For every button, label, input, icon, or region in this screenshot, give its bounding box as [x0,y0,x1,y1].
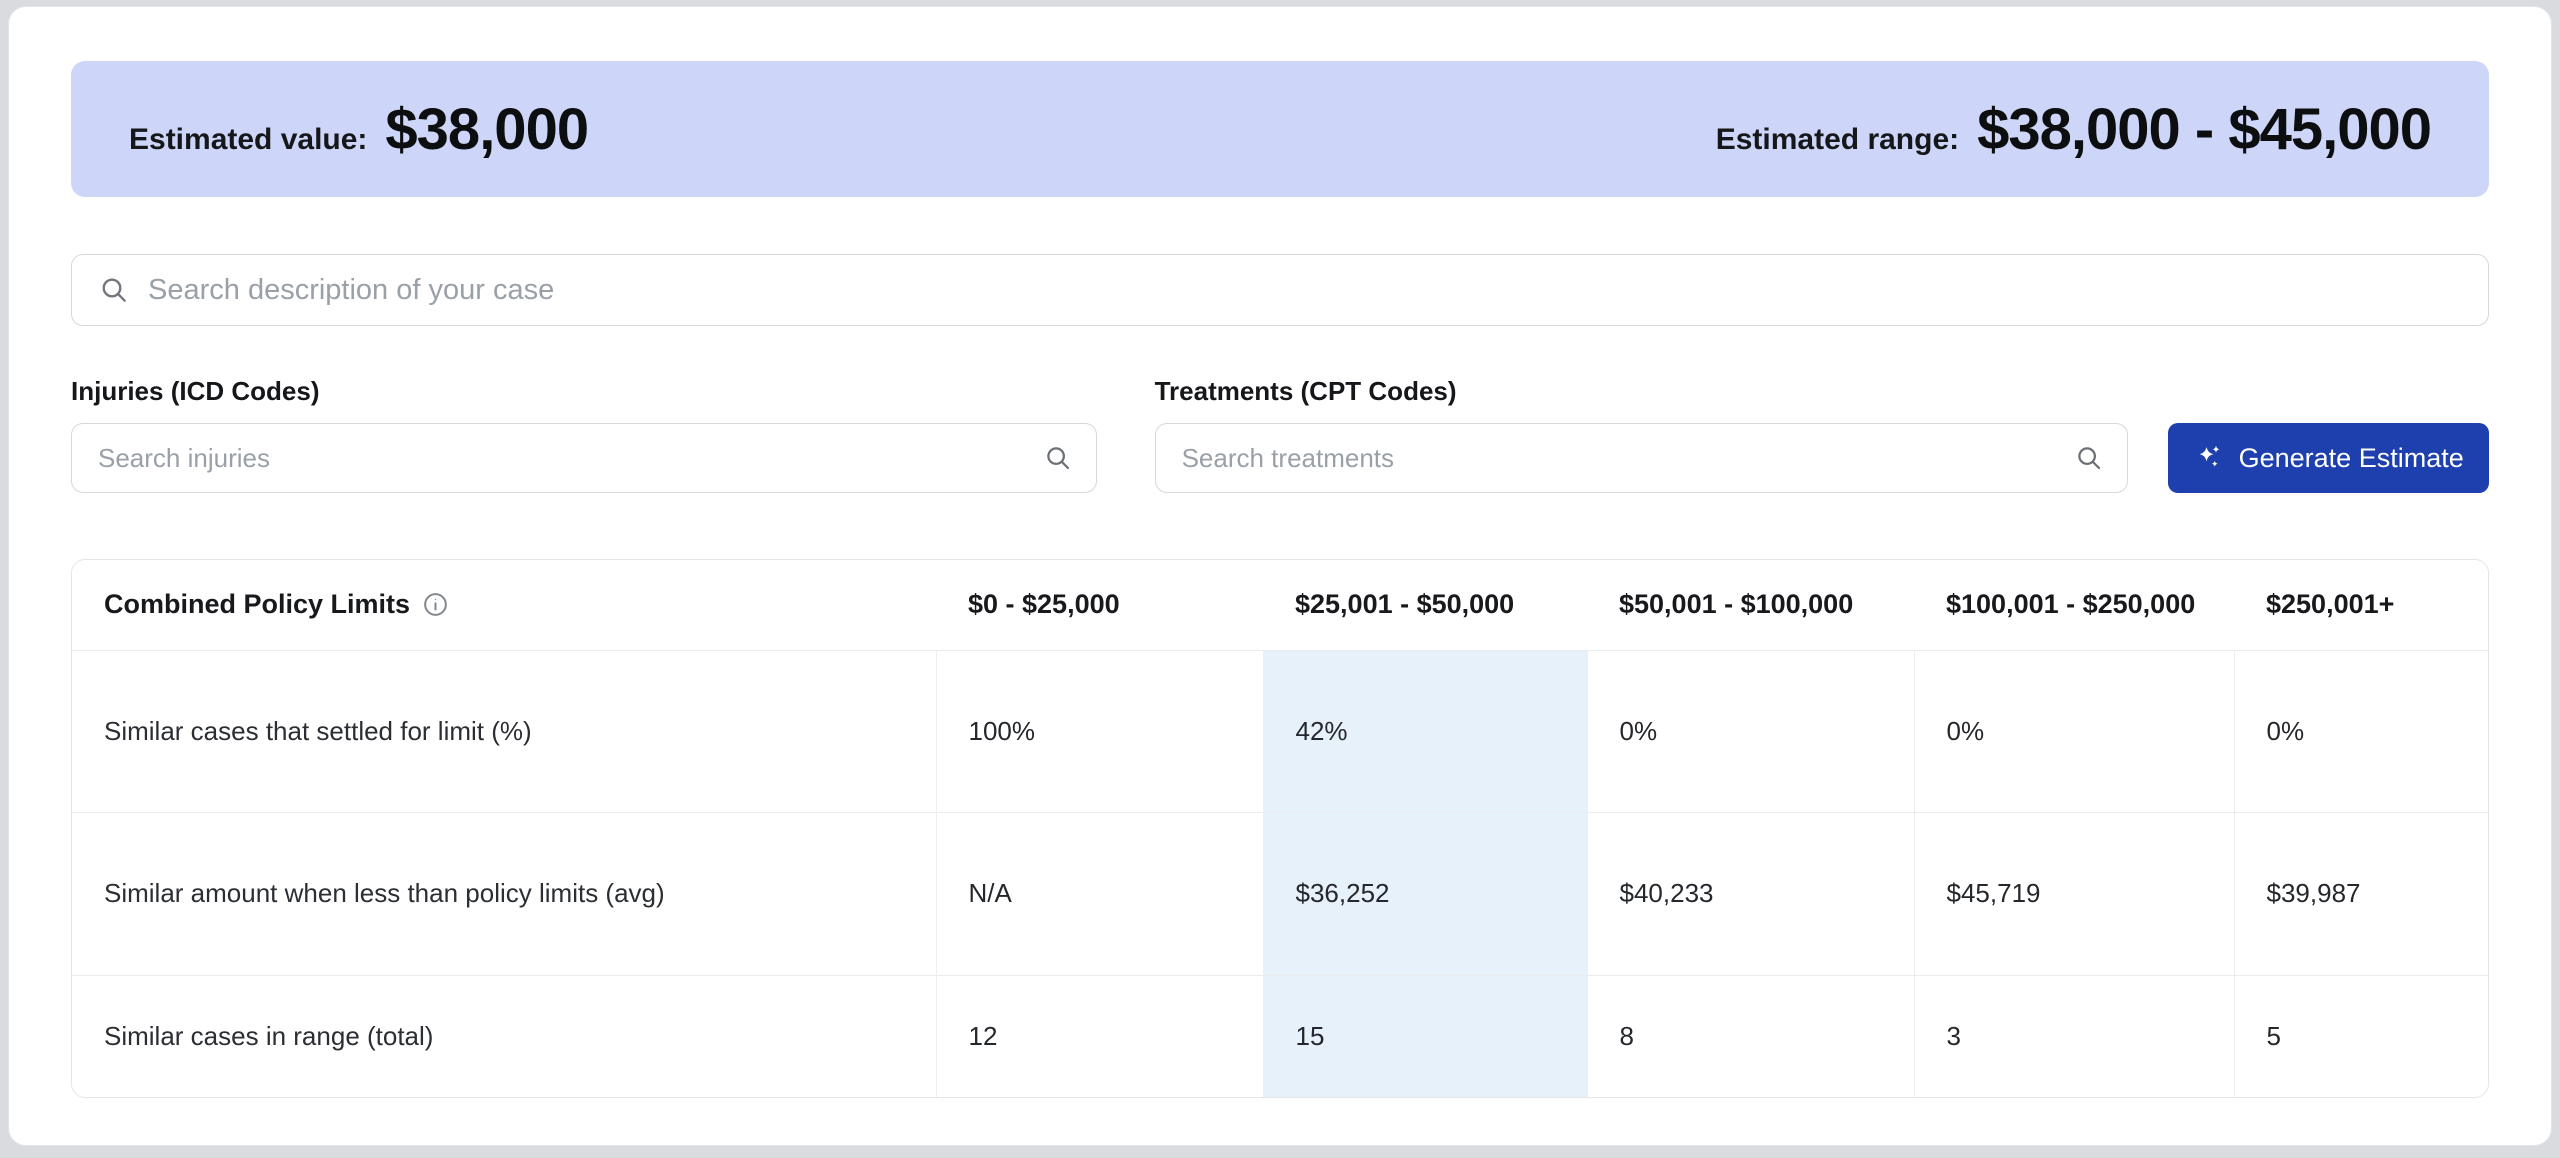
generate-estimate-label: Generate Estimate [2238,442,2464,473]
table-title: Combined Policy Limits [104,589,411,620]
estimate-banner: Estimated value: $38,000 Estimated range… [71,61,2489,197]
search-icon [102,278,126,302]
column-header: $50,001 - $100,000 [1619,589,1854,620]
policy-limits-table: Combined Policy Limits $0 - $25,000 $25,… [71,559,2489,1098]
row-label-cell: Similar cases in range (total) [72,974,936,1097]
filters-row: Injuries (ICD Codes) Treatments (CPT Cod… [71,376,2489,493]
column-header: $25,001 - $50,000 [1295,589,1515,620]
treatments-input-wrap [1154,423,2129,493]
injuries-label: Injuries (ICD Codes) [71,376,320,406]
case-search-input[interactable] [148,273,2462,307]
column-header: $250,001+ [2266,589,2395,620]
data-cell: $40,233 [1586,811,1914,975]
column-header: $100,001 - $250,000 [1946,589,2196,620]
data-cell: 3 [1913,974,2234,1097]
estimated-value: $38,000 [385,96,589,162]
injuries-filter: Injuries (ICD Codes) [71,376,1097,493]
estimated-range-label: Estimated range: [1715,122,1960,156]
table-row: Similar amount when less than policy lim… [72,811,2488,975]
generate-estimate-button[interactable]: Generate Estimate [2168,423,2489,493]
data-cell: 100% [935,649,1263,812]
info-icon[interactable] [422,591,449,618]
injuries-input-wrap [71,423,1097,493]
data-cell: 8 [1586,974,1914,1097]
estimated-value-group: Estimated value: $38,000 [129,96,589,163]
table-row: Similar cases that settled for limit (%)… [72,649,2488,812]
estimated-range-group: Estimated range: $38,000 - $45,000 [1715,96,2432,163]
estimated-range: $38,000 - $45,000 [1977,96,2432,162]
data-cell: 5 [2233,974,2488,1097]
treatments-label: Treatments (CPT Codes) [1154,376,1457,406]
data-cell: 12 [935,974,1263,1097]
data-cell: 0% [2233,649,2488,812]
column-header: $0 - $25,000 [968,589,1120,620]
search-icon [1046,447,1069,470]
row-label-cell: Similar cases that settled for limit (%) [72,649,936,812]
data-cell: $45,719 [1913,811,2234,975]
row-label-cell: Similar amount when less than policy lim… [72,811,936,975]
data-cell: N/A [935,811,1263,975]
search-icon [2078,447,2101,470]
treatments-search-input[interactable] [1154,423,2129,493]
data-cell-highlighted: 15 [1262,974,1587,1097]
data-cell-highlighted: $36,252 [1262,811,1587,975]
table-header-row: Combined Policy Limits $0 - $25,000 $25,… [72,560,2488,650]
data-cell: $39,987 [2233,811,2488,975]
sparkles-icon [2199,445,2220,467]
main-card: Estimated value: $38,000 Estimated range… [8,6,2552,1146]
data-cell: 0% [1913,649,2234,812]
case-search-bar [71,254,2489,326]
injuries-search-input[interactable] [71,423,1097,493]
data-cell: 0% [1586,649,1914,812]
estimated-value-label: Estimated value: [129,122,368,156]
table-row: Similar cases in range (total) 12 15 8 3… [72,974,2488,1097]
table-title-cell: Combined Policy Limits [72,560,936,650]
data-cell-highlighted: 42% [1262,649,1587,812]
treatments-filter: Treatments (CPT Codes) [1154,376,2129,493]
